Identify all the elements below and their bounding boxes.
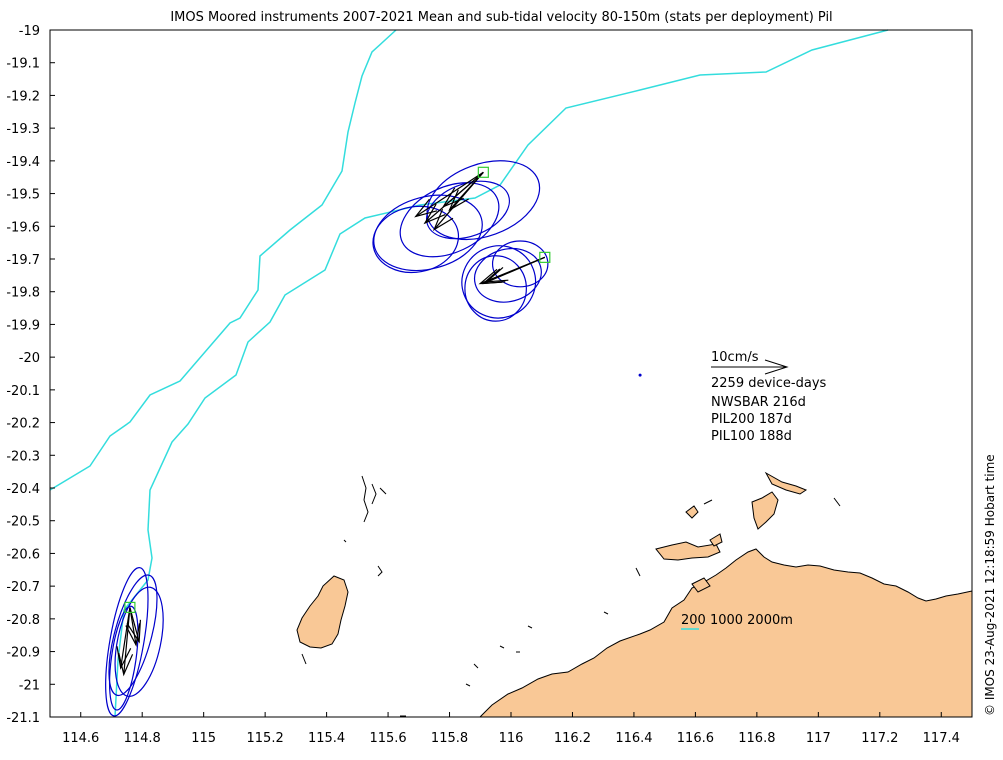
- y-tick-label: -19.9: [6, 318, 40, 333]
- island-east-2: [751, 491, 779, 530]
- legend-scale-label: 10cm/s: [711, 350, 759, 365]
- island-east-3: [764, 471, 808, 495]
- velocity-arrowhead: [481, 268, 506, 285]
- y-tick-label: -20.1: [6, 384, 40, 399]
- x-tick-label: 116: [499, 731, 524, 746]
- mooring-markers: [124, 166, 642, 614]
- velocity-arrowhead: [432, 208, 454, 232]
- isobath-legend-label: 200 1000 2000m: [681, 613, 793, 628]
- mooring-marker: [477, 166, 489, 178]
- y-tick-label: -20.6: [6, 547, 40, 562]
- y-tick-label: -20: [19, 351, 40, 366]
- y-tick-label: -19.3: [6, 122, 40, 137]
- variance-ellipse: [473, 248, 542, 303]
- y-tick-label: -19.4: [6, 155, 40, 170]
- variance-ellipse: [373, 194, 483, 272]
- velocity-arrowhead: [118, 652, 134, 677]
- velocity-arrow: [120, 607, 131, 669]
- velocity-arrow: [442, 171, 484, 208]
- mooring-marker: [539, 251, 551, 263]
- x-tick-label: 116.4: [615, 731, 652, 746]
- islets: [301, 475, 841, 717]
- x-tick-label: 117: [806, 731, 831, 746]
- variance-ellipse: [114, 586, 164, 697]
- legend-line-2: NWSBAR 216d: [711, 395, 806, 410]
- x-tick-label: 116.2: [554, 731, 591, 746]
- barrow-island: [296, 575, 349, 649]
- island-east-4: [685, 505, 699, 519]
- variance-ellipse: [491, 240, 549, 288]
- velocity-arrowhead: [125, 623, 141, 647]
- y-tick-label: -20.9: [6, 646, 40, 661]
- variance-ellipse: [105, 566, 149, 717]
- x-tick-label: 115.2: [247, 731, 284, 746]
- x-tick-label: 115.8: [431, 731, 468, 746]
- variance-ellipse: [425, 180, 510, 240]
- y-axis: -19 -19.1 -19.2 -19.3 -19.4 -19.5 -19.6 -19.7 -1…: [6, 24, 55, 726]
- velocity-arrow: [449, 171, 484, 211]
- land-masses: [296, 471, 973, 718]
- variance-ellipse: [399, 182, 500, 258]
- variance-ellipse: [108, 574, 158, 697]
- legend-line-1: 2259 device-days: [711, 376, 827, 391]
- y-tick-label: -20.7: [6, 580, 40, 595]
- velocity-arrow: [483, 256, 546, 285]
- variance-ellipse: [372, 205, 460, 274]
- isobath-1000m: [114, 29, 889, 718]
- legend: 10cm/s 2259 device-days NWSBAR 216d PIL2…: [681, 350, 827, 630]
- mooring-marker: [124, 601, 136, 614]
- velocity-arrowhead: [423, 203, 446, 225]
- variance-ellipse: [108, 605, 139, 711]
- x-tick-label: 116.8: [738, 731, 775, 746]
- timestamp: © IMOS 23-Aug-2021 12:18:59 Hobart time: [983, 454, 997, 716]
- mean-velocity-arrows: [116, 171, 546, 677]
- velocity-arrowhead: [126, 619, 141, 644]
- y-tick-label: -20.3: [6, 449, 40, 464]
- x-tick-label: 117.2: [861, 731, 898, 746]
- island-east-5: [709, 533, 723, 547]
- x-tick-label: 115.4: [308, 731, 345, 746]
- velocity-arrow: [415, 171, 484, 217]
- mainland: [478, 548, 973, 718]
- map-title: IMOS Moored instruments 2007-2021 Mean a…: [170, 10, 833, 25]
- y-tick-label: -21.1: [6, 711, 40, 726]
- variance-ellipse: [464, 255, 527, 322]
- y-tick-label: -20.2: [6, 417, 40, 432]
- isobaths: [49, 29, 889, 718]
- y-tick-label: -20.4: [6, 482, 40, 497]
- x-tick-label: 114.6: [62, 731, 99, 746]
- x-tick-label: 117.4: [923, 731, 960, 746]
- velocity-arrowhead: [448, 189, 469, 212]
- velocity-arrowhead: [116, 646, 132, 670]
- isolated-point: [638, 373, 642, 377]
- legend-line-3: PIL200 187d: [711, 412, 792, 427]
- velocity-arrow: [129, 607, 140, 642]
- y-tick-label: -21: [19, 678, 40, 693]
- island-east-6: [691, 577, 711, 593]
- y-tick-label: -19.1: [6, 57, 40, 72]
- y-tick-label: -19.8: [6, 286, 40, 301]
- legend-line-4: PIL100 188d: [711, 429, 792, 444]
- x-axis: 114.6 114.8 115 115.2 115.4 115.6 115.8 116 116.…: [62, 712, 960, 746]
- legend-scale-arrowhead: [764, 359, 789, 375]
- y-tick-label: -19.2: [6, 89, 40, 104]
- velocity-arrowhead: [414, 198, 438, 218]
- variance-ellipse: [461, 245, 537, 319]
- velocity-arrow: [129, 607, 137, 646]
- y-tick-label: -19.5: [6, 188, 40, 203]
- x-tick-label: 114.8: [124, 731, 161, 746]
- y-tick-label: -19.7: [6, 253, 40, 268]
- y-tick-label: -20.8: [6, 613, 40, 628]
- isobath-200m: [49, 29, 397, 491]
- x-tick-label: 115.6: [369, 731, 406, 746]
- island-east-1: [655, 541, 721, 561]
- y-tick-label: -19: [19, 24, 40, 39]
- x-tick-label: 116.6: [677, 731, 714, 746]
- velocity-arrow: [123, 607, 131, 675]
- x-tick-label: 115: [191, 731, 216, 746]
- y-tick-label: -20.5: [6, 515, 40, 530]
- y-tick-label: -19.6: [6, 220, 40, 235]
